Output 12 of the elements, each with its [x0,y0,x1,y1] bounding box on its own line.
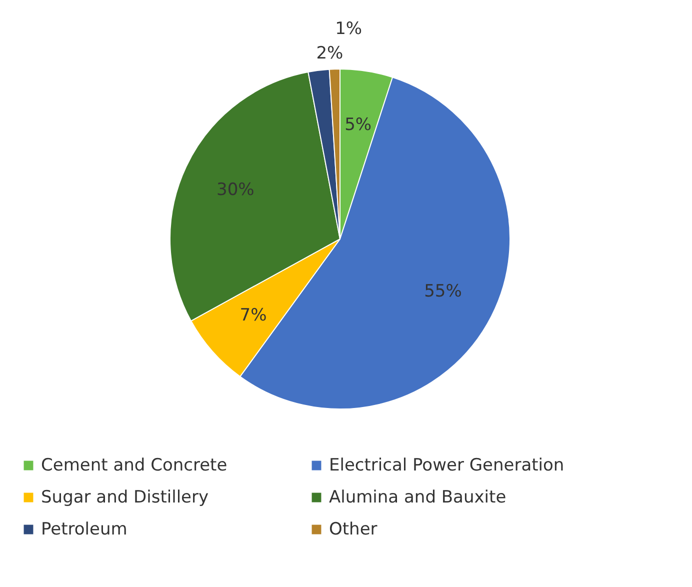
legend-label: Sugar and Distillery [41,488,209,508]
data-label: 1% [335,19,362,40]
legend-label: Petroleum [41,520,128,540]
data-label: 7% [240,305,267,326]
data-label: 2% [316,43,344,64]
legend-label: Cement and Concrete [41,456,228,476]
data-label: 30% [216,180,254,200]
data-label: 5% [344,114,372,135]
data-label: 55% [424,281,462,302]
legend-label: Other [329,520,378,540]
legend-label: Alumina and Bauxite [329,488,506,508]
legend-label: Electrical Power Generation [329,456,564,476]
